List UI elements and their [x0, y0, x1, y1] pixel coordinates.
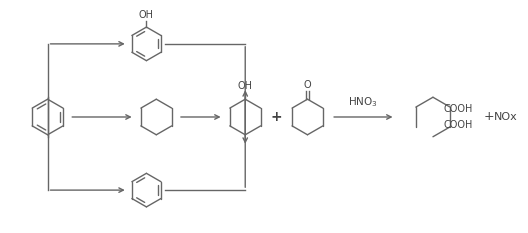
Text: OH: OH — [139, 10, 154, 20]
Text: COOH: COOH — [444, 120, 473, 130]
Text: NOx: NOx — [494, 112, 518, 122]
Text: O: O — [304, 80, 312, 90]
Text: COOH: COOH — [444, 104, 473, 114]
Text: +: + — [483, 110, 494, 123]
Text: HNO$_3$: HNO$_3$ — [348, 95, 378, 109]
Text: +: + — [270, 110, 282, 124]
Text: OH: OH — [238, 81, 253, 91]
